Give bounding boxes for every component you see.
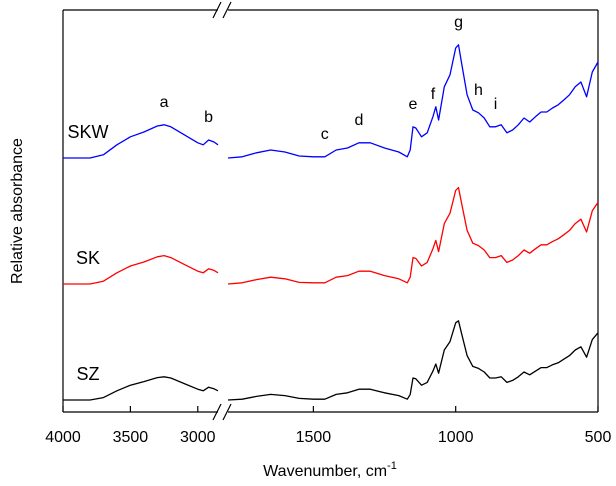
series-label: SKW: [67, 122, 108, 142]
peak-annotation: g: [454, 14, 463, 31]
peak-annotation: f: [431, 86, 436, 103]
x-tick-label: 4000: [45, 429, 81, 446]
peak-annotation: i: [494, 96, 498, 113]
x-axis-label-sup: -1: [387, 460, 397, 472]
axis-break: [212, 1, 222, 19]
frame: [62, 1, 599, 421]
series-line: [227, 320, 599, 401]
series-line: [63, 254, 219, 285]
series-label: SZ: [76, 364, 99, 384]
axis-break: [222, 403, 232, 421]
peak-annotation: a: [160, 94, 169, 111]
peak-annotation: d: [354, 112, 363, 129]
series-line: [227, 186, 599, 285]
peak-annotation: c: [321, 126, 329, 143]
series-line: [227, 44, 599, 159]
x-axis-label: Wavenumber, cm-1: [263, 460, 397, 480]
x-tick-label: 3000: [180, 429, 216, 446]
axis-break: [222, 1, 232, 19]
series-line: [63, 376, 219, 401]
peak-annotation: h: [474, 82, 483, 99]
axis-break: [212, 403, 222, 421]
peak-annotation: e: [409, 96, 418, 113]
series-label: SK: [76, 248, 100, 268]
x-tick-label: 500: [585, 429, 612, 446]
peak-annotation: b: [204, 109, 213, 126]
y-axis-label: Relative absorbance: [9, 138, 26, 284]
series-line: [63, 124, 219, 159]
x-axis-label-main: Wavenumber, cm: [263, 463, 387, 480]
x-tick-label: 1000: [438, 429, 474, 446]
x-tick-label: 3500: [113, 429, 149, 446]
x-tick-label: 1500: [296, 429, 332, 446]
